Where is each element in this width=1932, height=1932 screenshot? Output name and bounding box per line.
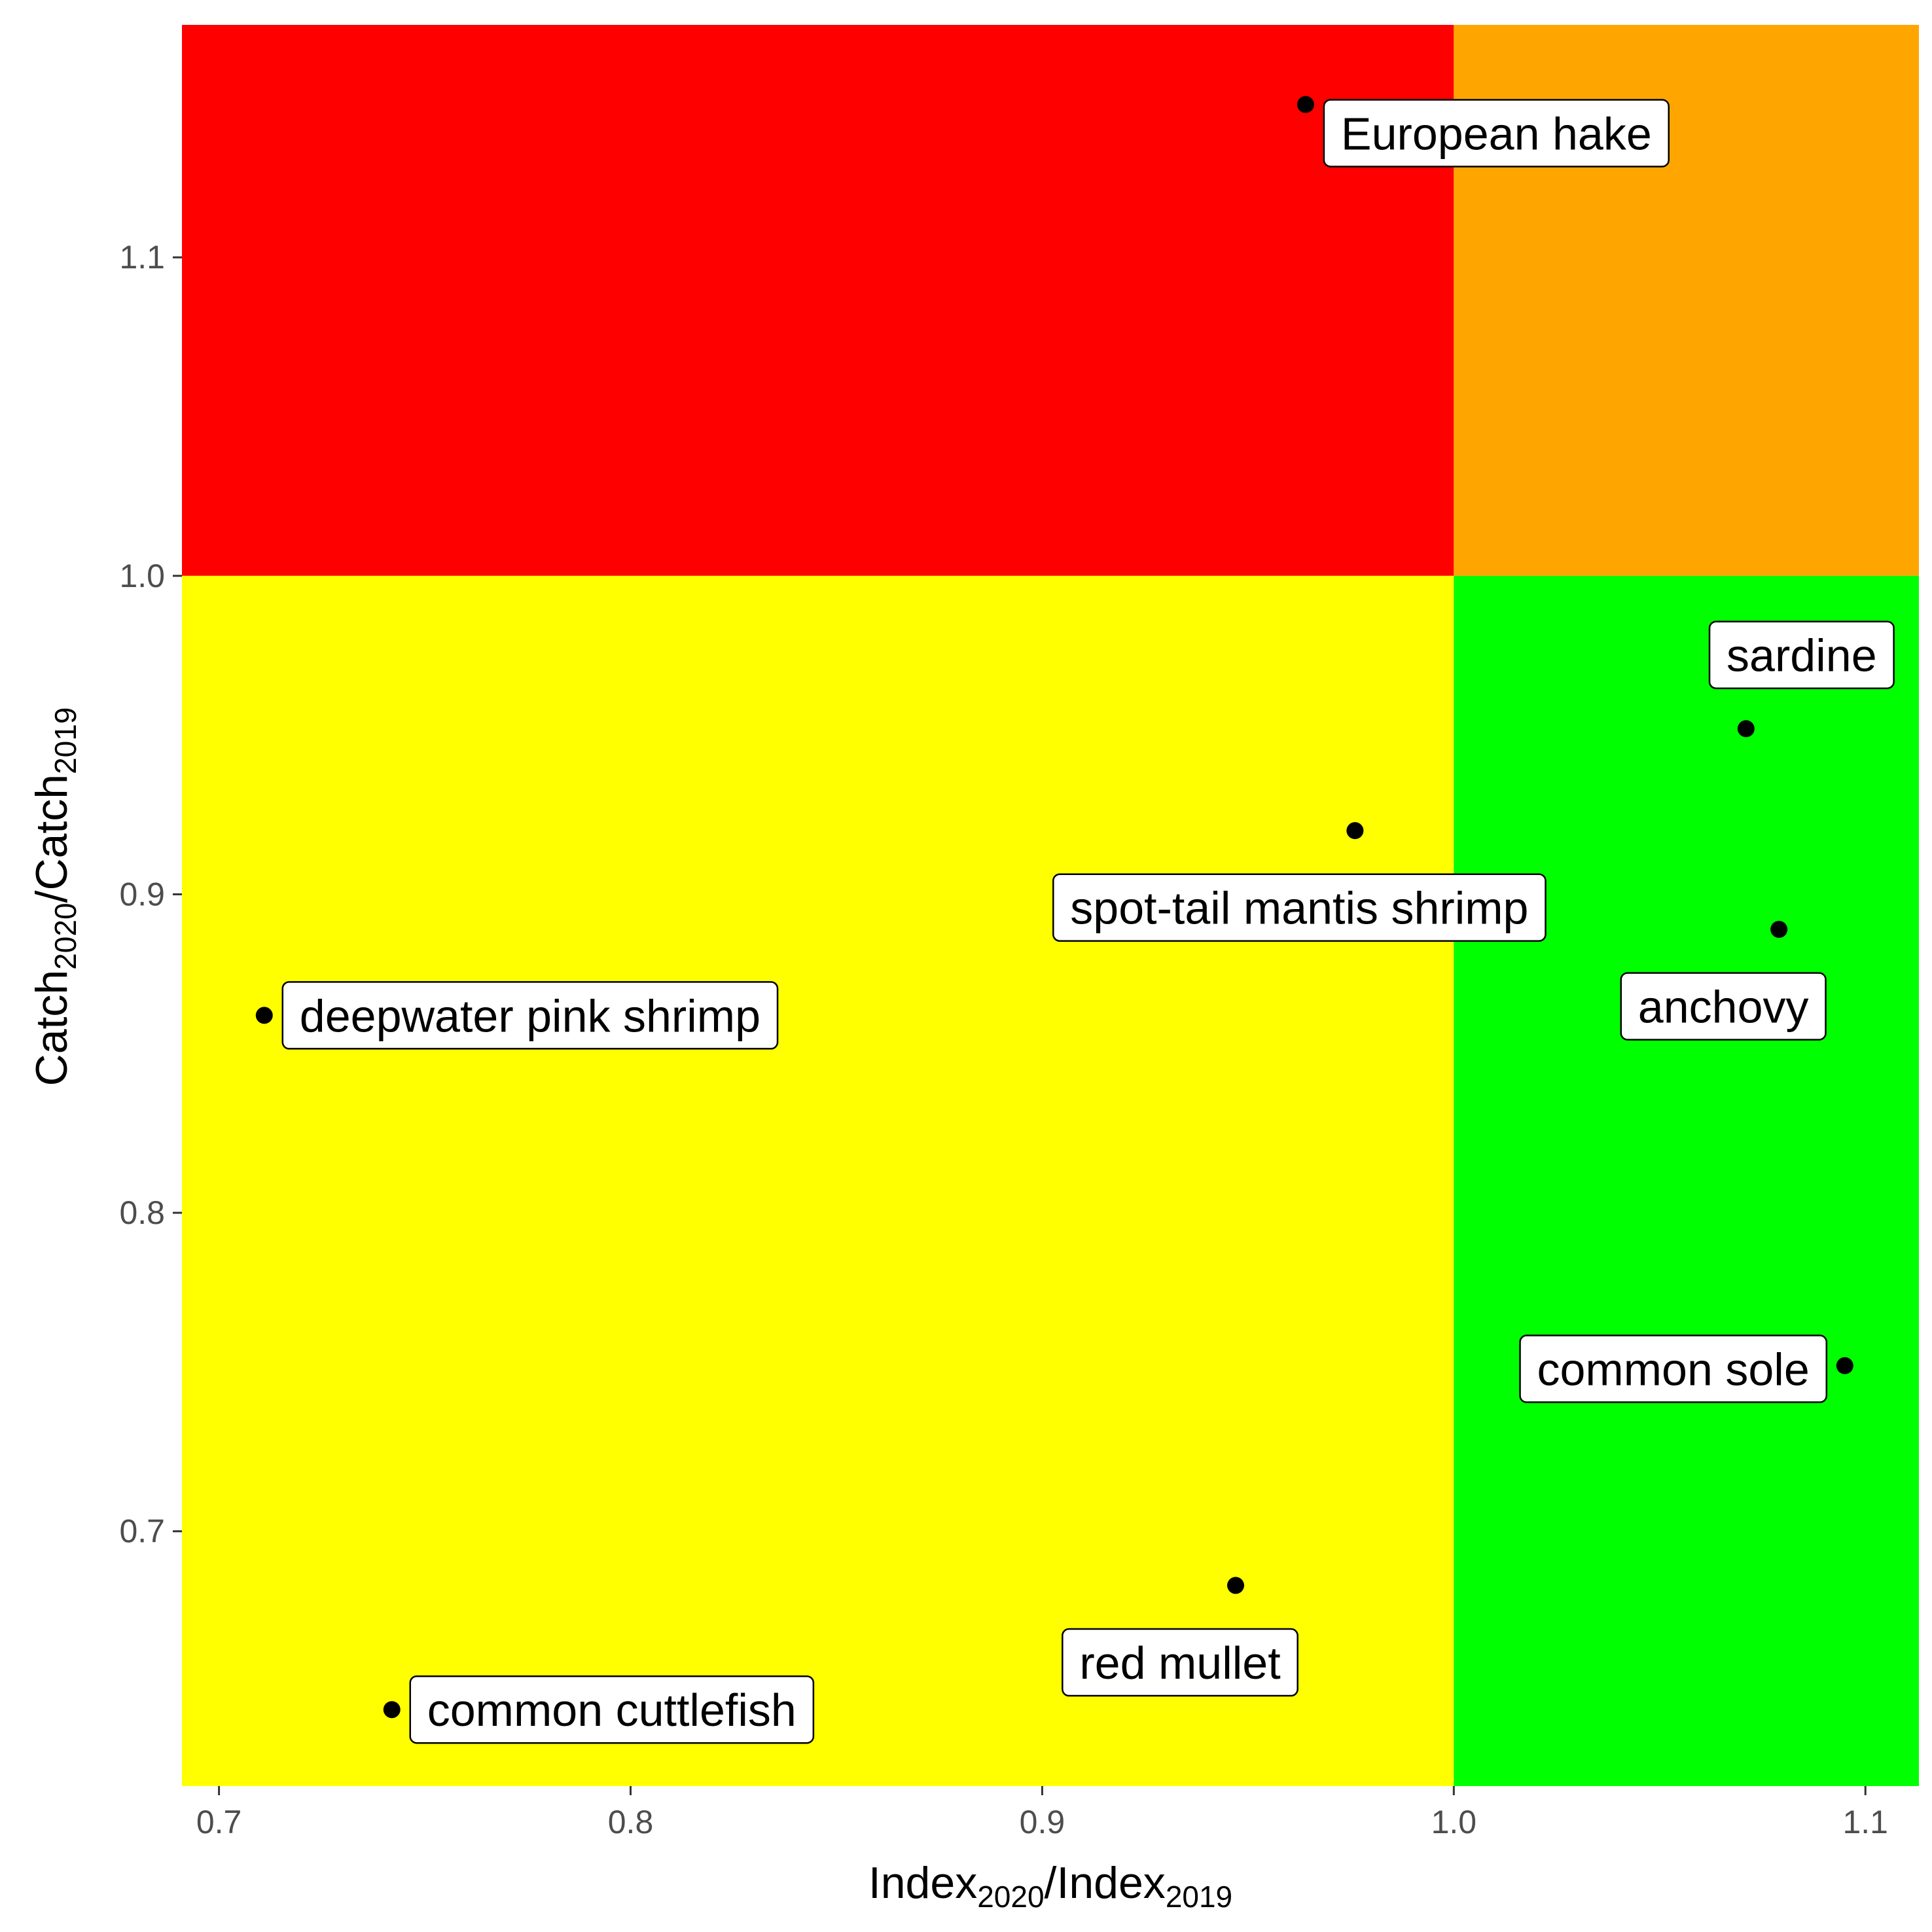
point-label-box — [281, 981, 779, 1050]
point-label-box — [1708, 620, 1895, 689]
y-tick-label: 0.7 — [119, 1513, 165, 1550]
point-label-text: spot-tail mantis shrimp — [1070, 883, 1528, 934]
point-labels: European hake sardine spot-tail mantis shr… — [281, 99, 1895, 1744]
y-tick-label: 0.9 — [119, 876, 165, 912]
point-label: anchovy — [1620, 972, 1827, 1041]
point-label-box — [1519, 1334, 1828, 1403]
x-title-base2: Index — [1056, 1858, 1165, 1908]
x-title-sub2: 2019 — [1166, 1880, 1232, 1914]
y-tick-label: 1.0 — [119, 558, 165, 594]
x-title-sub1: 2020 — [977, 1880, 1044, 1914]
quadrant-top-left — [182, 25, 1454, 576]
point-label: sardine — [1708, 620, 1895, 689]
point-label: red mullet — [1062, 1628, 1298, 1697]
quadrant-backgrounds — [182, 25, 1919, 1787]
point-label: spot-tail mantis shrimp — [1052, 873, 1547, 942]
point-label-text: deepwater pink shrimp — [300, 990, 760, 1041]
point-label: common sole — [1519, 1334, 1828, 1403]
y-title-sub2: 2019 — [48, 707, 82, 774]
x-tick-label: 0.8 — [608, 1804, 654, 1840]
point-label: common cuttlefish — [409, 1675, 815, 1744]
data-point — [1227, 1577, 1245, 1594]
point-label-text: European hake — [1341, 108, 1652, 159]
point-label-text: anchovy — [1638, 982, 1809, 1033]
point-label-box — [1052, 873, 1547, 942]
quadrant-bottom-left — [182, 575, 1454, 1787]
x-tick-label: 0.7 — [196, 1804, 242, 1840]
x-tick-label: 1.0 — [1431, 1804, 1477, 1840]
x-title-sep: / — [1045, 1858, 1057, 1908]
y-tick-label: 1.1 — [119, 239, 165, 276]
data-point — [1770, 920, 1788, 938]
point-label: European hake — [1323, 99, 1670, 168]
y-title-base2: Catch — [27, 774, 77, 891]
data-point — [255, 1007, 273, 1024]
point-label-box — [409, 1675, 815, 1744]
data-point — [1297, 96, 1314, 113]
point-label: deepwater pink shrimp — [281, 981, 779, 1050]
data-point — [1836, 1357, 1853, 1374]
y-tick-label: 0.8 — [119, 1194, 165, 1231]
y-title-sep: / — [27, 890, 77, 903]
data-point — [1346, 822, 1364, 840]
x-axis-title: Index2020/Index2019 — [868, 1858, 1232, 1914]
x-tick-label: 1.1 — [1842, 1804, 1888, 1840]
point-label-box — [1062, 1628, 1298, 1697]
y-title-base1: Catch — [27, 970, 77, 1086]
y-axis-title: Catch2020/Catch2019 — [27, 707, 82, 1086]
x-axis-ticks: 0.7 0.8 0.9 1.0 1.1 — [196, 1786, 1888, 1840]
y-axis-ticks: 0.7 0.8 0.9 1.0 1.1 — [119, 239, 182, 1550]
point-label-text: red mullet — [1079, 1637, 1280, 1689]
data-point — [383, 1701, 401, 1719]
quadrant-bottom-right — [1454, 575, 1919, 1787]
point-label-text: common cuttlefish — [427, 1685, 796, 1736]
point-label-box — [1323, 99, 1670, 168]
point-label-text: common sole — [1537, 1344, 1810, 1395]
data-point — [1737, 720, 1755, 738]
point-label-box — [1620, 972, 1827, 1041]
x-title-base1: Index — [868, 1858, 977, 1908]
y-title-sub1: 2020 — [48, 903, 82, 969]
data-points — [255, 96, 1853, 1719]
point-label-text: sardine — [1726, 630, 1877, 681]
x-tick-label: 0.9 — [1020, 1804, 1065, 1840]
